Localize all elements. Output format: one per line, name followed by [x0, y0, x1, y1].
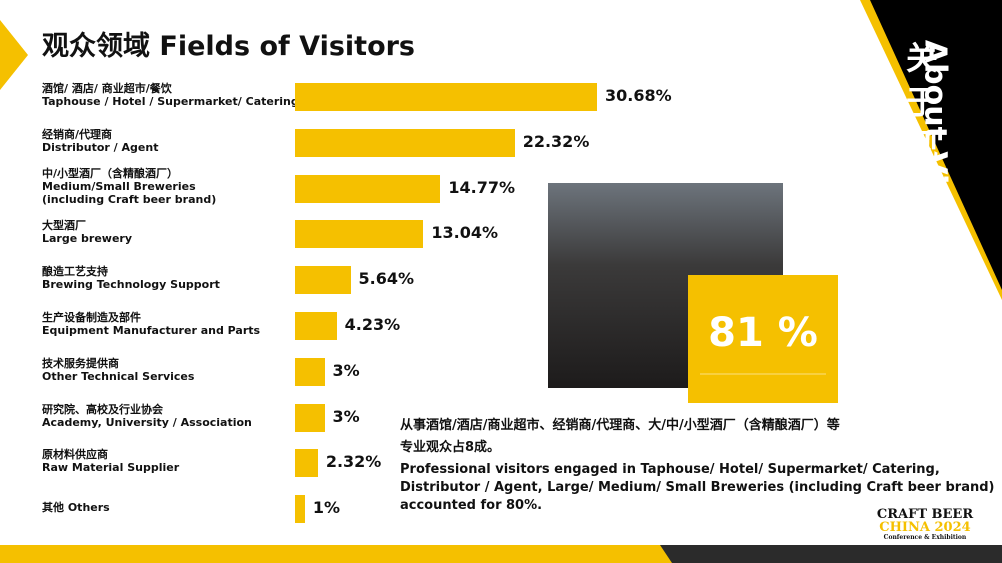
description-line: 专业观众占8成。	[400, 440, 501, 455]
value-label: 2.32%	[325, 452, 382, 472]
corner-accent	[0, 20, 28, 90]
category-zh: 大型酒厂	[42, 219, 86, 233]
category-zh: 原材料供应商	[42, 448, 108, 462]
value-label: 30.68%	[605, 86, 672, 105]
value-label: 14.77%	[448, 177, 516, 197]
category-label: 大型酒厂 Large brewery	[42, 219, 132, 245]
value-label: 3%	[332, 360, 360, 380]
category-label: 生产设备制造及部件 Equipment Manufacturer and Part…	[42, 311, 260, 337]
bar	[295, 83, 597, 111]
side-title-zh: 关于观众	[902, 36, 942, 212]
category-en: Distributor / Agent	[42, 140, 159, 154]
category-en: Medium/Small Breweries	[42, 180, 196, 194]
category-zh: 经销商/代理商	[42, 127, 113, 141]
bar	[295, 312, 337, 340]
side-title-char: 众	[905, 171, 938, 209]
bar	[295, 357, 325, 386]
category-zh: 生产设备制造及部件	[42, 311, 141, 324]
logo-line: CRAFT BEER	[876, 507, 974, 522]
category-zh: 研究院、高校及行业协会	[42, 402, 163, 416]
value-label: 22.32%	[522, 131, 590, 151]
category-label: 酿造工艺支持 Brewing Technology Support	[42, 265, 220, 291]
category-zh: 酿造工艺支持	[42, 265, 108, 279]
logo-line: CHINA 2024	[879, 520, 971, 535]
bar	[295, 220, 424, 249]
category-zh: 其他 Others	[42, 500, 110, 514]
footer-accent	[0, 545, 672, 563]
logo: CRAFT BEER CHINA 2024 Conference & Exhibit…	[870, 508, 980, 542]
category-en: (including Craft beer brand)	[42, 193, 217, 207]
value-label: 5.64%	[358, 269, 415, 289]
category-label: 技术服务提供商 Other Technical Services	[42, 357, 194, 383]
logo-line: Conference & Exhibition	[883, 534, 967, 541]
bar	[295, 174, 441, 203]
side-panel	[870, 0, 1002, 290]
category-en: Academy, University / Association	[42, 415, 252, 429]
category-label: 其他 Others	[42, 501, 110, 514]
category-en: Equipment Manufacturer and Parts	[42, 324, 261, 337]
description-line: Professional visitors engaged in Taphous…	[400, 462, 940, 477]
category-en: Large brewery	[42, 232, 132, 246]
side-title-char: 观	[905, 127, 938, 165]
description-line: Distributor / Agent, Large/ Medium/ Smal…	[400, 480, 995, 495]
highlight-value: 81 %	[708, 310, 818, 356]
category-en: Taphouse / Hotel / Supermarket/ Catering	[42, 95, 299, 108]
value-label: 1%	[312, 498, 340, 518]
side-title-char: 关	[905, 39, 938, 77]
bar	[295, 449, 318, 478]
category-label: 中/小型酒厂（含精酿酒厂） Medium/Small Breweries (incl…	[42, 167, 216, 206]
category-label: 原材料供应商 Raw Material Supplier	[42, 448, 179, 474]
category-zh: 中/小型酒厂（含精酿酒厂）	[42, 167, 179, 181]
value-label: 4.23%	[344, 315, 401, 334]
description-line: accounted for 80%.	[400, 498, 543, 513]
bar	[295, 495, 305, 524]
category-en: Other Technical Services	[42, 369, 195, 383]
category-label: 研究院、高校及行业协会 Academy, University / Associa…	[42, 403, 252, 429]
highlight-box	[688, 275, 838, 403]
bar	[295, 403, 325, 432]
category-label: 酒馆/ 酒店/ 商业超市/餐饮 Taphouse / Hotel / Superm…	[42, 82, 299, 108]
bar	[295, 266, 351, 295]
chart-title: 观众领域 Fields of Visitors	[42, 31, 416, 62]
description-line: 从事酒馆/酒店/商业超市、经销商/代理商、大/中/小型酒厂（含精酿酒厂）等	[400, 418, 840, 433]
category-en: Raw Material Supplier	[42, 461, 180, 475]
value-label: 3%	[332, 406, 360, 426]
category-label: 经销商/代理商 Distributor / Agent	[42, 128, 158, 154]
category-zh: 酒馆/ 酒店/ 商业超市/餐饮	[42, 82, 172, 95]
category-zh: 技术服务提供商	[42, 356, 119, 370]
bar	[295, 128, 515, 157]
side-title-char: 于	[905, 83, 938, 121]
value-label: 13.04%	[431, 223, 498, 243]
category-en: Brewing Technology Support	[42, 278, 220, 292]
